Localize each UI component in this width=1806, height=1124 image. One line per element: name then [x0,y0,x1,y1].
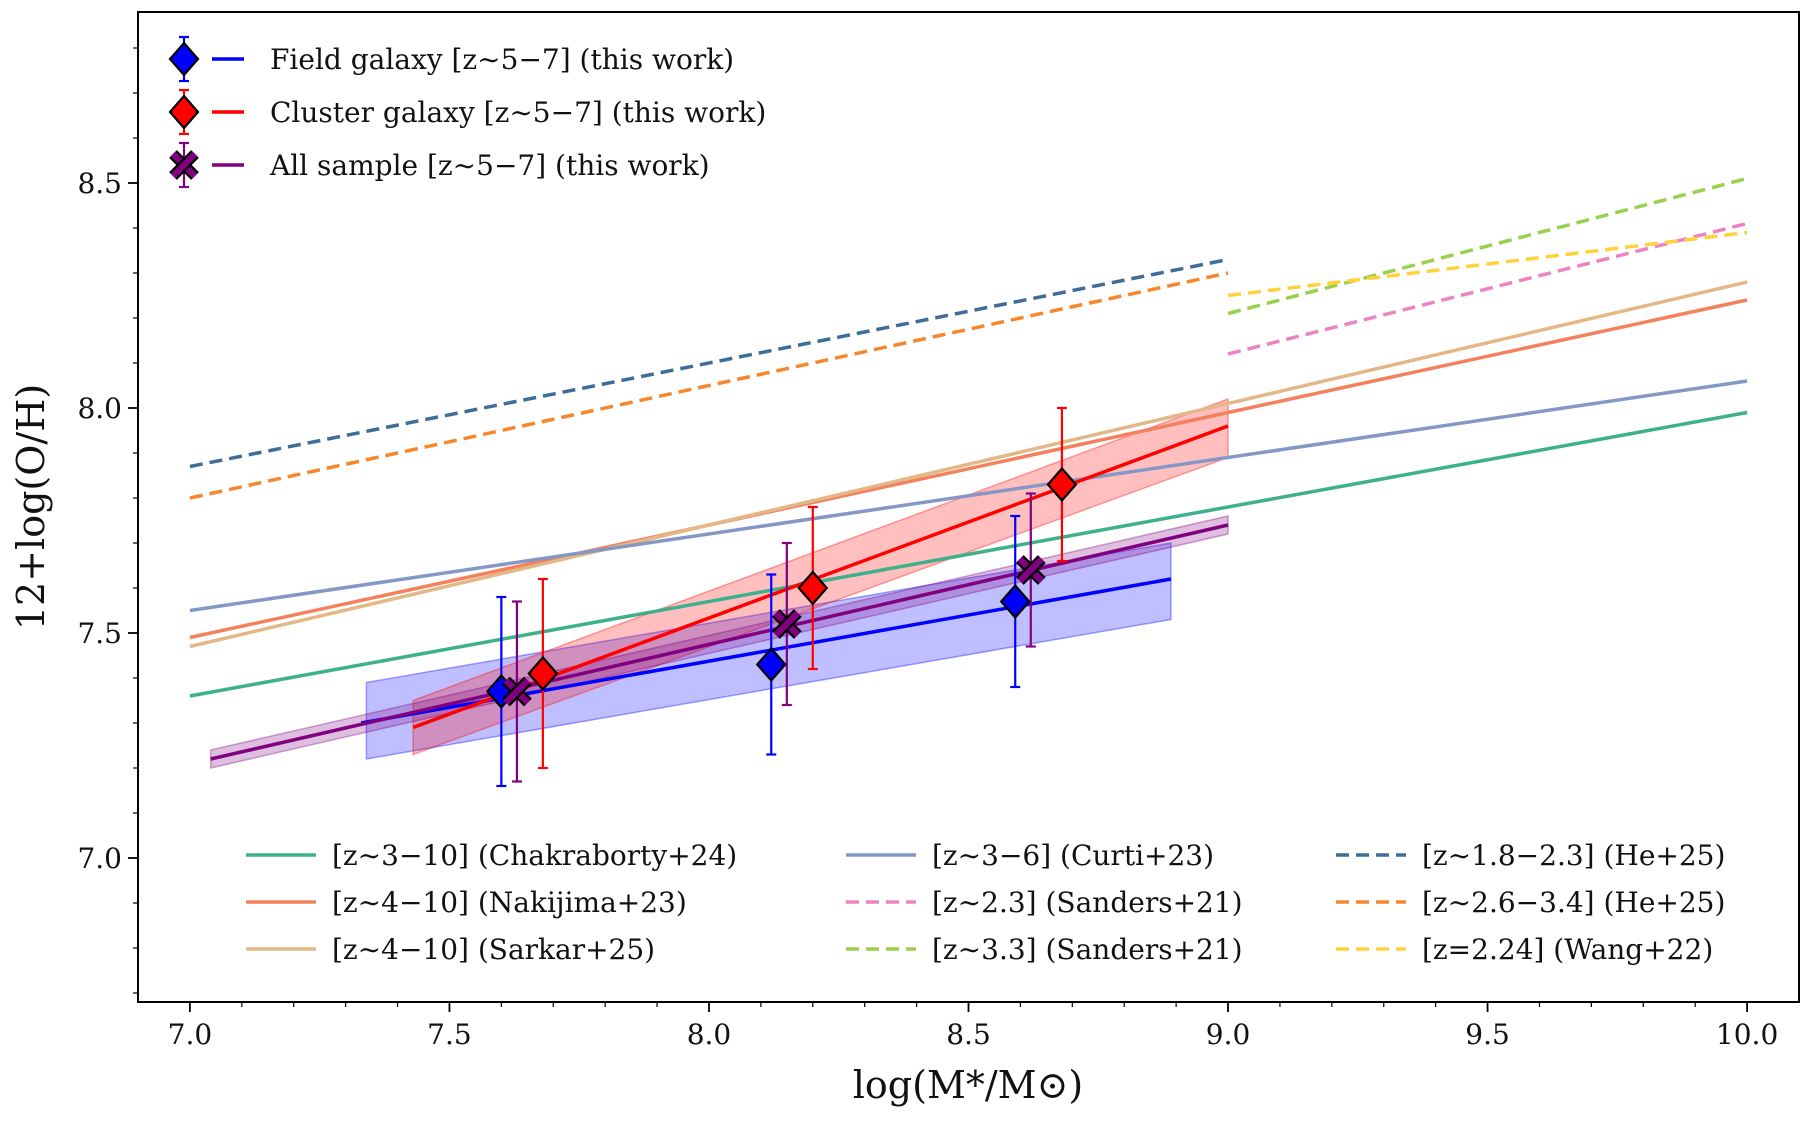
y-tick-label: 8.5 [77,167,122,200]
line-z-4-10-sarkar-25 [189,280,1748,649]
legend-marker [168,41,200,77]
line-z-3-6-curti-23 [189,379,1748,613]
data-point [1046,466,1078,503]
x-marker-fill [773,610,801,638]
data-point [502,676,532,707]
x-marker-fill [1017,556,1045,584]
legend-label: [z∼2.3] (Sanders+21) [932,886,1243,919]
y-tick-label: 8.0 [77,392,122,425]
line-z-2-6-3-4-he-25 [189,271,1229,500]
data-point [527,655,559,692]
y-tick-label: 7.0 [77,842,122,875]
legend-label: Field galaxy [z∼5−7] (this work) [270,43,734,76]
fit-all-sample-z-5-7-this-work [210,523,1229,761]
this-work-data-points [485,406,1078,788]
x-tick-label: 9.0 [1206,1018,1251,1051]
line-z-3-3-sanders-21 [1227,176,1748,316]
data-point [771,609,802,639]
x-tick-label: 8.5 [946,1018,991,1051]
legend-this-work: Field galaxy [z∼5−7] (this work) Cluster … [168,35,766,189]
legend-label: All sample [z∼5−7] (this work) [269,149,710,182]
x-tick-label: 7.5 [427,1018,472,1051]
legend-label: [z=2.24] (Wang+22) [1422,933,1713,966]
legend-label: [z∼3.3] (Sanders+21) [932,933,1243,966]
legend-label: Cluster galaxy [z∼5−7] (this work) [270,96,766,129]
legend-literature: [z∼3−10] (Chakraborty+24) [z∼4−10] (Nakij… [246,839,1725,966]
legend-label: [z∼3−6] (Curti+23) [932,839,1214,872]
line-z-3-10-chakraborty-24 [189,410,1748,698]
legend-marker [169,150,199,180]
line-z-2-3-sanders-21 [1227,221,1748,356]
data-point [755,646,787,683]
legend-label: [z∼4−10] (Nakijima+23) [332,886,687,919]
y-axis-label: 12+log(O/H) [9,384,53,630]
line-z-1-8-2-3-he-25 [189,257,1229,469]
x-axis-label: log(M*/M⊙) [853,1063,1083,1107]
line-z-4-10-nakijima-23 [189,298,1748,640]
plot-background [138,12,1799,1002]
line-z-2-24-wang-22 [1227,230,1748,298]
axes: 7.0 7.5 8.0 8.5 9.0 9.5 10.0 7.0 7.5 8.0 8.5 [77,11,1800,1051]
x-marker-fill [170,151,198,179]
data-point [1015,555,1046,585]
legend-label: [z∼3−10] (Chakraborty+24) [332,839,737,872]
legend-label: [z∼4−10] (Sarkar+25) [332,933,655,966]
y-tick-label: 7.5 [77,617,122,650]
x-tick-label: 7.0 [168,1018,213,1051]
data-point [797,570,829,606]
legend-label: [z∼1.8−2.3] (He+25) [1422,839,1725,872]
legend-marker [168,94,200,130]
x-marker-fill [503,678,531,705]
x-tick-label: 9.5 [1465,1018,1510,1051]
legend-label: [z∼2.6−3.4] (He+25) [1422,886,1725,919]
x-tick-label: 8.0 [687,1018,732,1051]
literature-relations [189,176,1748,698]
data-point [999,583,1031,620]
x-tick-label: 10.0 [1716,1018,1778,1051]
